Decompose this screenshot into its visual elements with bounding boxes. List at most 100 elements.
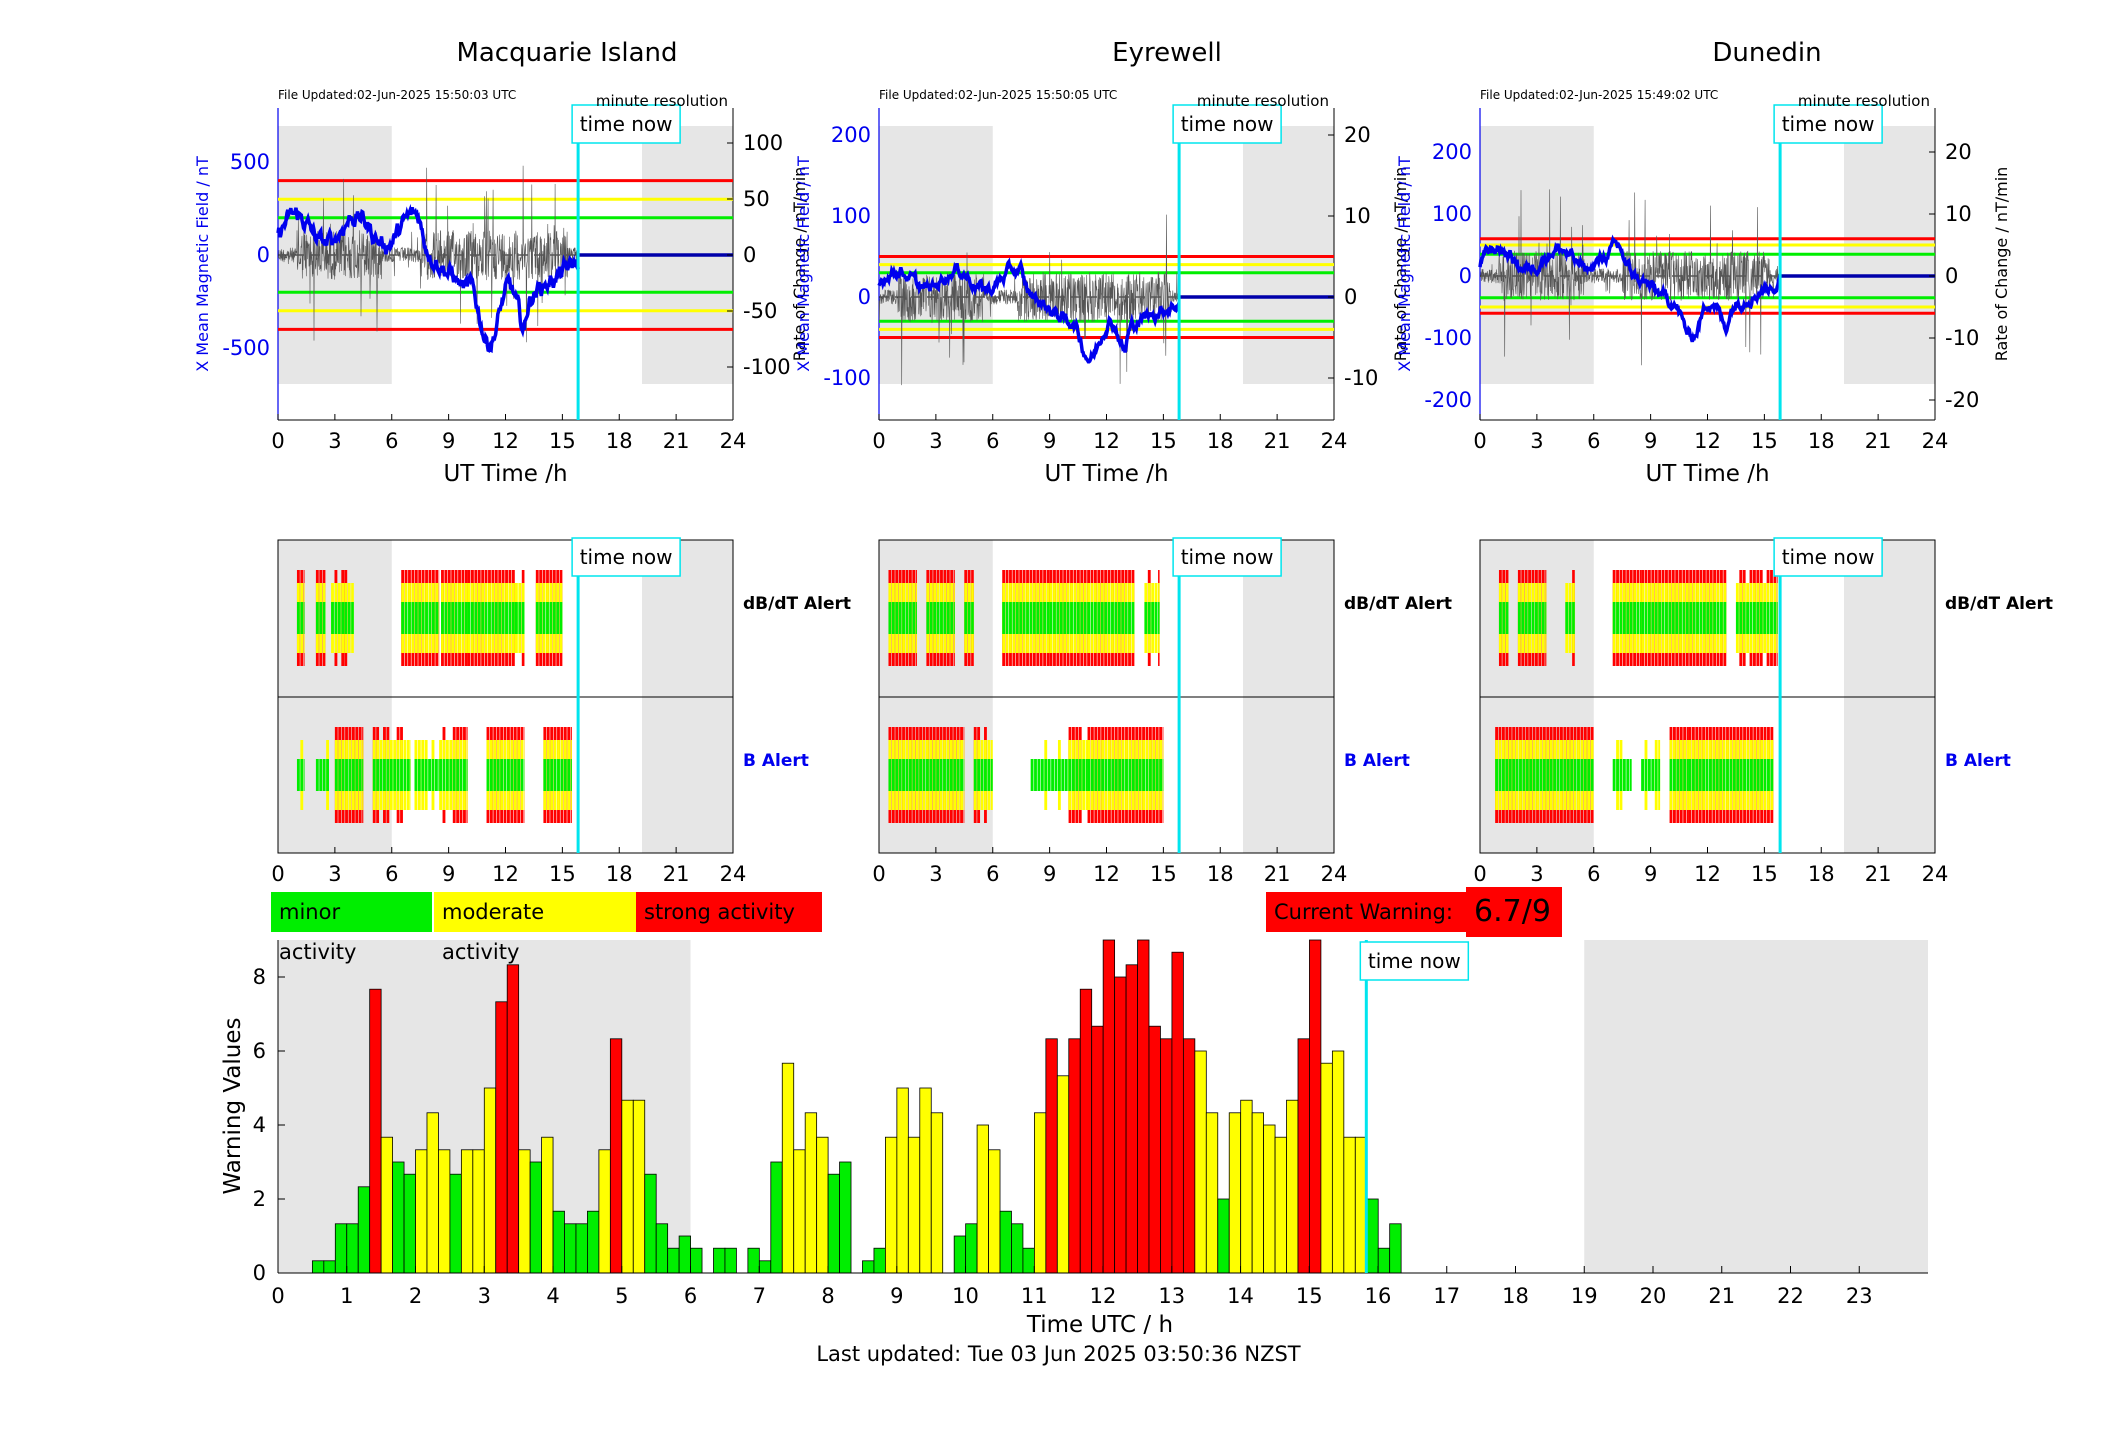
time-now-label-box [571,104,681,144]
dbdt-alert-mark-minor [1636,602,1640,634]
b-alert-mark-minor [442,759,446,791]
x-tick-label: 4 [546,1284,559,1308]
b-alert-mark-minor [1152,759,1156,791]
b-alert-mark-minor [1047,759,1051,791]
b-alert-mark-minor [355,759,359,791]
warning-bar [747,1247,760,1274]
b-alert-mark-minor [1040,759,1044,791]
b-alert-mark-minor [1712,759,1716,791]
dbdt-alert-mark-minor [1111,602,1114,634]
resolution-label: minute resolution [1197,92,1329,110]
b-alert-mark-minor [372,759,376,791]
b-alert-mark-minor [400,759,403,791]
dbdt-alert-mark-minor [431,602,435,634]
b-alert-mark-minor [326,759,329,791]
warning-bar [988,1149,1001,1274]
b-alert-mark-minor [977,759,981,791]
dbdt-alert-mark-minor [549,602,553,634]
b-alert-mark-minor [428,759,431,791]
y-tick-label: 2 [253,1187,266,1211]
dbdt-alert-mark-minor [1046,602,1050,634]
b-alert-mark-minor [1532,759,1536,791]
warning-bar [369,988,382,1274]
b-alert-mark-minor [496,759,500,791]
x-axis-label: Time UTC / h [1026,1312,1173,1338]
dbdt-alert-mark-minor [484,602,488,634]
b-alert-mark-minor [915,759,919,791]
b-alert-mark-minor [1760,759,1764,791]
time-now-label-box [571,537,681,577]
warning-bar [1205,1112,1219,1274]
top-xaxis-tick-label: 24 [1922,429,1949,453]
dbdt-alert-mark-minor [347,602,351,634]
b-alert-mark-minor [1121,759,1125,791]
x-tick-label: 21 [1708,1284,1735,1308]
dbdt-alert-mark-minor [300,602,304,634]
dbdt-alert-mark-minor [1696,602,1699,634]
dbdt-alert-mark-minor [953,602,955,634]
b-alert-mark-minor [1746,759,1750,791]
warning-bar [1033,1112,1047,1274]
dbdt-alert-mark-minor [542,602,546,634]
mid-xaxis-tick-label: 9 [1043,862,1056,886]
field-trace [1478,234,1782,343]
alert-panel-0 [277,539,734,854]
dbdt-alert-mark-minor [1661,602,1665,634]
b-alert-mark-minor [1044,759,1048,791]
warning-bar [1022,1247,1035,1274]
x-tick-label: 12 [1090,1284,1117,1308]
y-tick-label: 4 [253,1113,266,1137]
b-alert-mark-minor [1729,759,1733,791]
dbdt-alert-mark-minor [505,602,508,634]
b-alert-mark-minor [1057,759,1061,791]
warning-bar [965,1223,978,1274]
top-xaxis-tick-label: 3 [328,429,341,453]
dbdt-alert-mark-minor [1651,602,1655,634]
left-tick-label: -100 [823,366,871,390]
warning-bar [346,1223,359,1274]
b-alert-mark-minor [1101,759,1105,791]
dbdt-alert-mark-minor [940,602,943,634]
mid-xaxis-tick-label: 15 [549,862,576,886]
last-updated: Last updated: Tue 03 Jun 2025 03:50:36 N… [816,1342,1301,1366]
dbdt-alert-mark-minor [943,602,947,634]
dbdt-alert-mark-minor [902,602,905,634]
mid-xaxis-tick-label: 18 [606,862,633,886]
b-alert-mark-minor [980,759,984,791]
dbdt-alert-mark-minor [428,602,432,634]
dbdt-alert-mark-minor [933,602,937,634]
top-xlabel: UT Time /h [443,461,567,487]
mid-xaxis-tick-label: 3 [328,862,341,886]
dbdt-alert-mark-minor [494,602,498,634]
dbdt-alert-mark-minor [915,602,917,634]
b-alert-mark-minor [1654,759,1658,791]
warning-bar [1343,1136,1356,1274]
b-alert-mark-minor [1622,759,1626,791]
b-alert-mark-minor [1629,759,1632,791]
b-alert-mark-minor [1722,759,1726,791]
b-alert-mark-minor [1570,759,1574,791]
dbdt-alert-mark-minor [1066,602,1070,634]
dbdt-alert-mark-minor [444,602,448,634]
b-alert-mark-minor [1583,759,1587,791]
b-alert-mark-minor [1498,759,1502,791]
b-alert-mark-minor [1719,759,1723,791]
dbdt-alert-mark-minor [1521,602,1525,634]
dbdt-alert-mark-minor [1032,602,1036,634]
b-alert-mark-minor [943,759,946,791]
right-tick-label: -100 [743,355,791,379]
b-alert-mark-minor [1104,759,1108,791]
warning-bar [392,1161,405,1274]
warning-bar [1171,951,1184,1274]
b-alert-mark-minor [1515,759,1519,791]
right-tick-label: 100 [743,131,783,155]
dbdt-alert-mark-minor [1093,602,1097,634]
b-alert-mark-minor [1679,759,1683,791]
dbdt-alert-mark-minor [454,602,458,634]
dbdt-alert-mark-minor [1498,602,1502,634]
dbdt-alert-mark-minor [1723,602,1727,634]
dbdt-alert-mark-minor [1505,602,1509,634]
b-alert-mark-minor [338,759,342,791]
time-now-label-box [1359,941,1470,981]
dbdt-alert-mark-minor [1128,602,1131,634]
